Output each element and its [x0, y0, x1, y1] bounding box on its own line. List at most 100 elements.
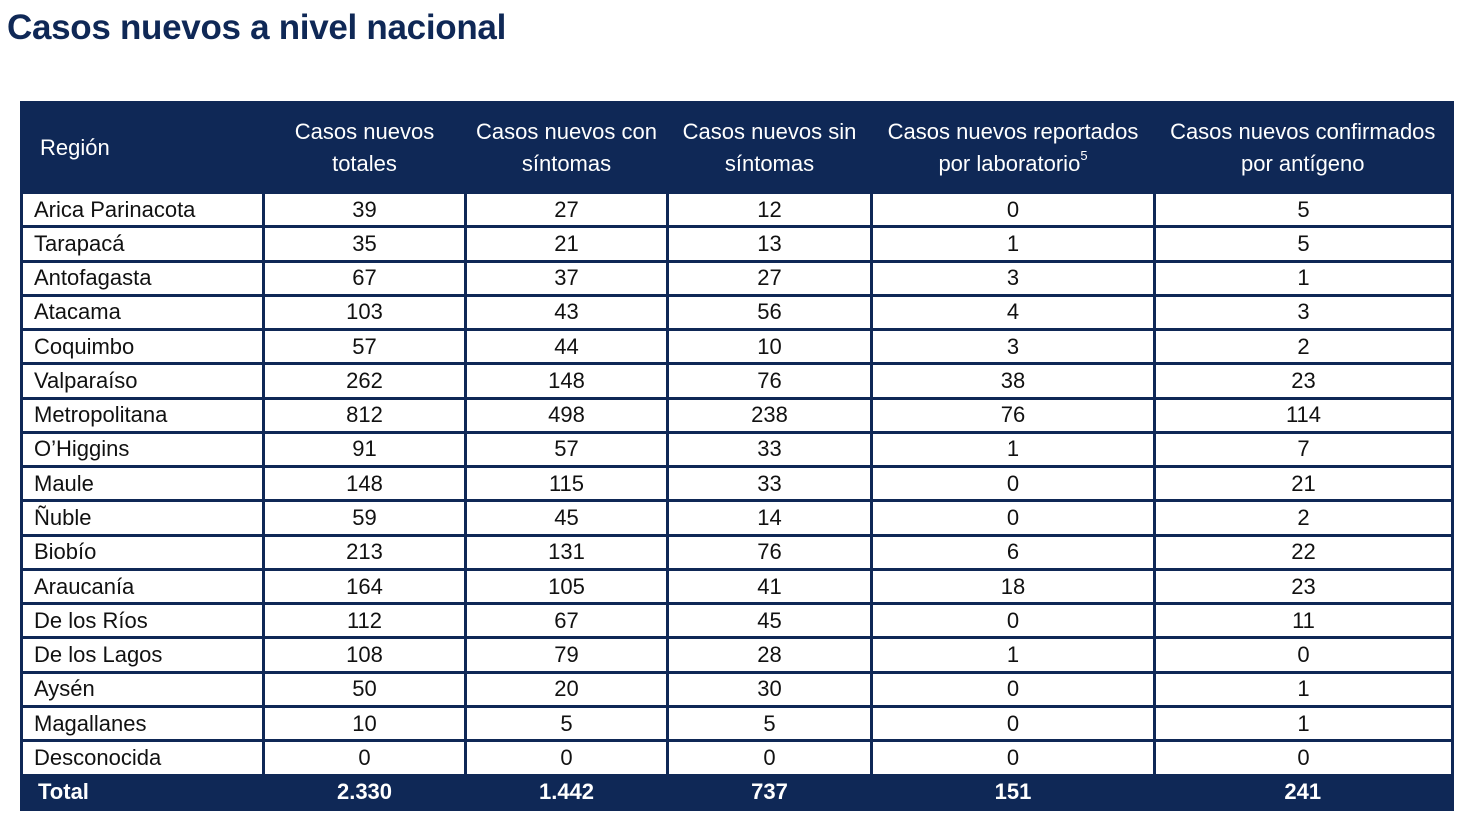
cell-region: Aysén: [20, 670, 265, 708]
cell-without-symptoms: 45: [666, 602, 873, 640]
cell-with-symptoms: 0: [464, 739, 669, 777]
cell-region: Antofagasta: [20, 259, 265, 297]
cell-total: 108: [262, 636, 467, 674]
table-row: Aysén 50 20 30 0 1: [20, 670, 1454, 708]
cell-region: O’Higgins: [20, 430, 265, 469]
table-row: Maule 148 115 33 0 21: [20, 465, 1454, 503]
cell-laboratory: 18: [870, 567, 1156, 606]
table-row: Ñuble 59 45 14 0 2: [20, 499, 1454, 537]
cell-antigen: 0: [1153, 636, 1454, 674]
cell-antigen: 1: [1153, 259, 1454, 297]
cell-without-symptoms: 10: [666, 328, 873, 366]
table-row: Atacama 103 43 56 4 3: [20, 293, 1454, 332]
cell-antigen: 11: [1153, 602, 1454, 640]
cell-antigen: 7: [1153, 430, 1454, 469]
column-header-total: Casos nuevos totales: [263, 102, 466, 193]
cell-region: Biobío: [20, 533, 265, 571]
column-header-label: Casos nuevos reportados por laboratorio: [887, 118, 1139, 176]
cell-laboratory: 0: [870, 190, 1156, 229]
cell-antigen: 23: [1153, 362, 1454, 400]
cell-laboratory: 0: [870, 739, 1156, 777]
cell-region: Tarapacá: [20, 225, 265, 263]
cell-with-symptoms: 43: [464, 293, 669, 332]
table-row: Valparaíso 262 148 76 38 23: [20, 362, 1454, 400]
table-row: Magallanes 10 5 5 0 1: [20, 704, 1454, 743]
total-cell-region: Total: [21, 775, 264, 810]
total-cell-with-symptoms: 1.442: [465, 775, 668, 810]
footnote-marker: 5: [1080, 148, 1088, 164]
column-header-label: Región: [40, 134, 110, 160]
cell-antigen: 21: [1153, 465, 1454, 503]
cell-laboratory: 38: [870, 362, 1156, 400]
cell-total: 35: [262, 225, 467, 263]
cell-laboratory: 1: [870, 430, 1156, 469]
cell-antigen: 23: [1153, 567, 1454, 606]
cell-region: Coquimbo: [20, 328, 265, 366]
cell-total: 91: [262, 430, 467, 469]
table-header-row: Región Casos nuevos totales Casos nuevos…: [21, 102, 1453, 193]
cell-with-symptoms: 45: [464, 499, 669, 537]
cell-with-symptoms: 5: [464, 704, 669, 743]
cell-without-symptoms: 5: [666, 704, 873, 743]
cell-region: Magallanes: [20, 704, 265, 743]
column-header-label: Casos nuevos con síntomas: [476, 118, 657, 176]
total-cell-antigen: 241: [1154, 775, 1453, 810]
column-header-with-symptoms: Casos nuevos con síntomas: [465, 102, 668, 193]
cell-antigen: 2: [1153, 328, 1454, 366]
cell-laboratory: 1: [870, 636, 1156, 674]
cell-laboratory: 0: [870, 499, 1156, 537]
cell-laboratory: 3: [870, 328, 1156, 366]
table-row: Tarapacá 35 21 13 1 5: [20, 225, 1454, 263]
cell-total: 50: [262, 670, 467, 708]
cell-total: 0: [262, 739, 467, 777]
table-row: O’Higgins 91 57 33 1 7: [20, 430, 1454, 469]
cell-without-symptoms: 14: [666, 499, 873, 537]
table-row: Arica Parinacota 39 27 12 0 5: [20, 190, 1454, 229]
cell-without-symptoms: 12: [666, 190, 873, 229]
cell-without-symptoms: 30: [666, 670, 873, 708]
total-cell-laboratory: 151: [871, 775, 1155, 810]
cell-antigen: 1: [1153, 670, 1454, 708]
cell-laboratory: 0: [870, 670, 1156, 708]
cell-with-symptoms: 37: [464, 259, 669, 297]
cell-total: 164: [262, 567, 467, 606]
cell-total: 67: [262, 259, 467, 297]
column-header-label: Casos nuevos confirmados por antígeno: [1170, 118, 1436, 176]
column-header-label: Casos nuevos totales: [294, 118, 435, 176]
cell-total: 57: [262, 328, 467, 366]
cell-without-symptoms: 41: [666, 567, 873, 606]
cell-antigen: 0: [1153, 739, 1454, 777]
cell-region: Maule: [20, 465, 265, 503]
column-header-antigen: Casos nuevos confirmados por antígeno: [1154, 102, 1453, 193]
cell-with-symptoms: 21: [464, 225, 669, 263]
cell-without-symptoms: 13: [666, 225, 873, 263]
cell-laboratory: 0: [870, 704, 1156, 743]
table-row: Metropolitana 812 498 238 76 114: [20, 396, 1454, 434]
cell-total: 103: [262, 293, 467, 332]
cell-antigen: 5: [1153, 225, 1454, 263]
cell-region: Desconocida: [20, 739, 265, 777]
cell-total: 10: [262, 704, 467, 743]
cases-table: Región Casos nuevos totales Casos nuevos…: [20, 101, 1454, 811]
cell-without-symptoms: 33: [666, 430, 873, 469]
total-row: Total 2.330 1.442 737 151 241: [21, 775, 1453, 810]
cell-with-symptoms: 498: [464, 396, 669, 434]
cell-antigen: 114: [1153, 396, 1454, 434]
cell-total: 59: [262, 499, 467, 537]
column-header-laboratory: Casos nuevos reportados por laboratorio5: [871, 102, 1155, 193]
cell-laboratory: 0: [870, 465, 1156, 503]
cell-total: 112: [262, 602, 467, 640]
cell-without-symptoms: 33: [666, 465, 873, 503]
table-row: De los Ríos 112 67 45 0 11: [20, 602, 1454, 640]
cell-region: Araucanía: [20, 567, 265, 606]
cell-without-symptoms: 76: [666, 362, 873, 400]
table-row: Coquimbo 57 44 10 3 2: [20, 328, 1454, 366]
cell-with-symptoms: 79: [464, 636, 669, 674]
cell-without-symptoms: 0: [666, 739, 873, 777]
cell-region: Atacama: [20, 293, 265, 332]
cell-without-symptoms: 238: [666, 396, 873, 434]
cell-antigen: 1: [1153, 704, 1454, 743]
cell-total: 812: [262, 396, 467, 434]
cell-with-symptoms: 27: [464, 190, 669, 229]
cell-region: Metropolitana: [20, 396, 265, 434]
